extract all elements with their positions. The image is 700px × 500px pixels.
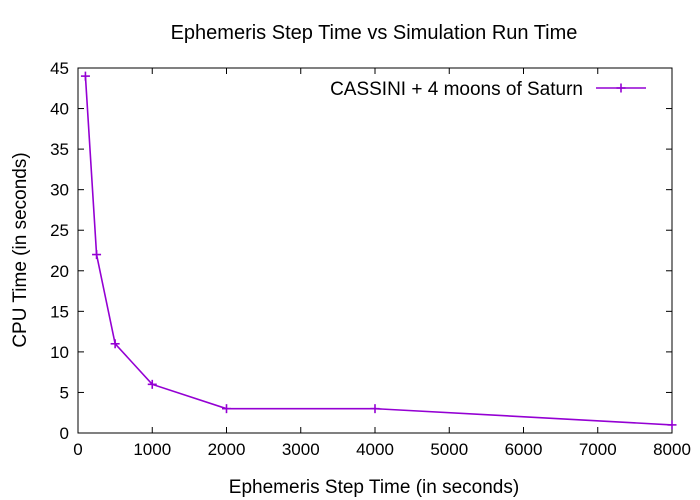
- x-tick-label: 2000: [208, 440, 246, 459]
- y-tick-label: 30: [50, 181, 69, 200]
- data-point: [92, 250, 102, 260]
- x-axis: 0 1000 2000 3000 4000 5000 6000 7000 8000: [73, 68, 691, 459]
- y-tick-label: 10: [50, 343, 69, 362]
- data-point: [222, 404, 231, 414]
- y-tick-label: 25: [50, 221, 69, 240]
- data-point: [147, 379, 157, 389]
- series-line: [84, 76, 673, 426]
- x-tick-label: 0: [73, 440, 82, 459]
- chart-title: Ephemeris Step Time vs Simulation Run Ti…: [171, 22, 578, 44]
- x-tick-label: 7000: [579, 440, 617, 459]
- y-axis-label: CPU Time (in seconds): [10, 152, 31, 347]
- x-tick-label: 8000: [653, 440, 691, 459]
- x-tick-label: 4000: [356, 440, 394, 459]
- x-axis-label: Ephemeris Step Time (in seconds): [229, 477, 519, 498]
- legend-line-sample: [596, 83, 646, 93]
- data-point: [80, 71, 90, 81]
- x-tick-label: 5000: [430, 440, 468, 459]
- y-tick-label: 45: [50, 59, 69, 78]
- y-tick-label: 15: [50, 302, 69, 321]
- x-tick-label: 1000: [133, 440, 171, 459]
- legend: CASSINI + 4 moons of Saturn: [330, 79, 646, 100]
- legend-label: CASSINI + 4 moons of Saturn: [330, 79, 583, 100]
- y-tick-label: 35: [50, 140, 69, 159]
- x-tick-label: 6000: [505, 440, 543, 459]
- data-point: [370, 404, 380, 414]
- plot-frame: [77, 67, 673, 434]
- y-tick-label: 20: [50, 262, 69, 281]
- data-point: [667, 420, 677, 430]
- series-layer: [80, 71, 677, 430]
- y-tick-label: 40: [50, 100, 69, 119]
- y-axis: 0 5 10 15 20 25 30 35 40 45: [50, 59, 672, 443]
- y-tick-label: 5: [60, 383, 69, 402]
- y-tick-label: 0: [60, 424, 69, 443]
- data-point: [110, 339, 120, 349]
- x-tick-label: 3000: [282, 440, 320, 459]
